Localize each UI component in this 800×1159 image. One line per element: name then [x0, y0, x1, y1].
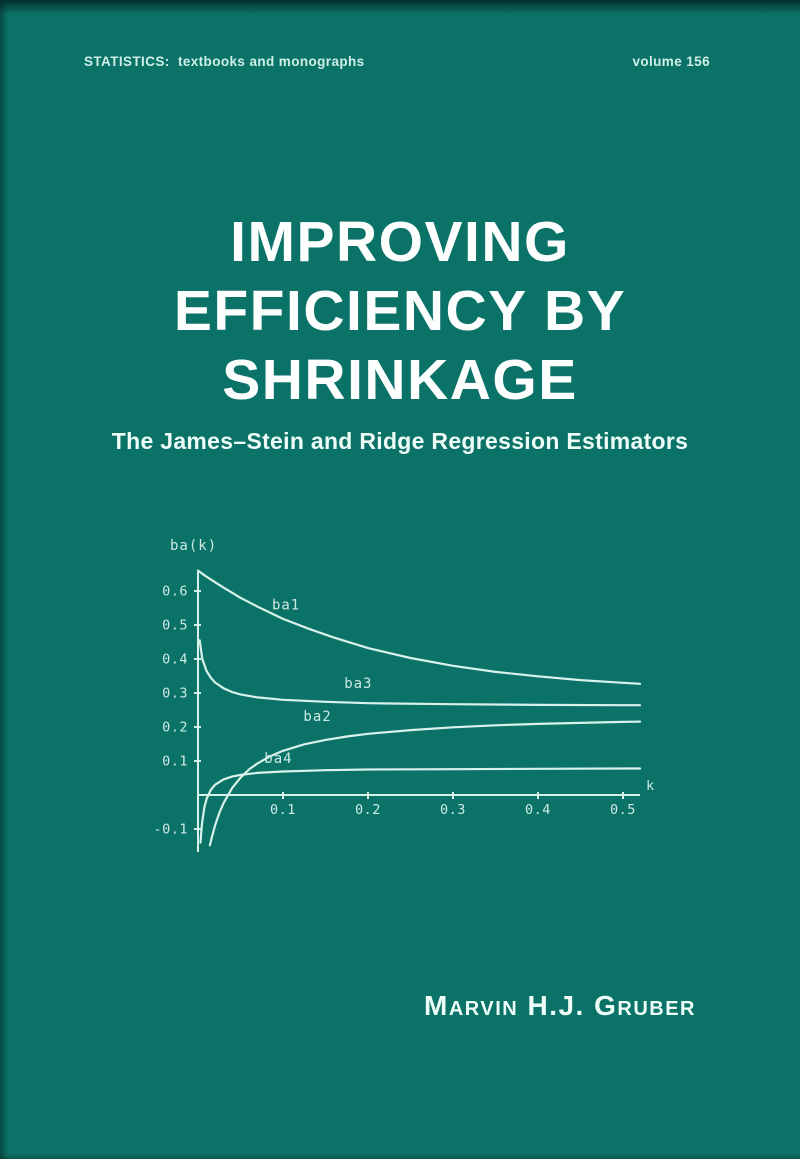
- y-tick-label: 0.1: [162, 754, 188, 770]
- x-tick-label: 0.5: [610, 802, 636, 818]
- curve-label-ba1: ba1: [272, 598, 300, 614]
- x-tick-label: 0.2: [355, 802, 381, 818]
- series-header: STATISTICS: textbooks and monographs vol…: [0, 54, 800, 69]
- y-tick-label: 0.2: [162, 720, 188, 736]
- chart-svg: ba(k) k 0.1 0.2 0.3 0.4 0.5 0.6 0.5 0.4 0.3 0.2 0.1 -…: [153, 538, 655, 852]
- curve-ba2: [208, 720, 642, 847]
- book-title: IMPROVING EFFICIENCY BY SHRINKAGE: [0, 208, 800, 415]
- x-tick-label: 0.1: [270, 802, 296, 818]
- author-name: Marvin H.J. Gruber: [424, 990, 696, 1021]
- book-subtitle: The James–Stein and Ridge Regression Est…: [111, 428, 689, 454]
- x-axis-label: k: [646, 778, 655, 794]
- y-tick-label: 0.6: [162, 584, 188, 600]
- book-title-line-2: EFFICIENCY BY: [173, 279, 627, 343]
- y-tick-label: 0.4: [162, 652, 188, 668]
- book-title-line-1: IMPROVING: [230, 210, 570, 274]
- book-title-line-3: SHRINKAGE: [222, 348, 578, 412]
- curve-ba3: [198, 639, 642, 707]
- curve-label-ba2: ba2: [303, 709, 331, 725]
- cover-bottom-edge-shadow: [0, 1153, 800, 1159]
- cover-left-edge-shadow: [0, 0, 8, 1159]
- curve-ba1: [196, 569, 642, 685]
- curve-label-ba3: ba3: [344, 676, 372, 692]
- series-name: STATISTICS: textbooks and monographs: [84, 54, 365, 69]
- y-axis-label: ba(k): [170, 538, 217, 554]
- y-tick-label: 0.3: [162, 686, 188, 702]
- x-tick-label: 0.3: [440, 802, 466, 818]
- cover-top-edge-shadow: [0, 0, 800, 14]
- bias-curves-chart: ba(k) k 0.1 0.2 0.3 0.4 0.5 0.6 0.5 0.4 0.3 0.2 0.1 -…: [140, 524, 700, 868]
- curve-label-ba4: ba4: [264, 751, 292, 767]
- series-volume: volume 156: [632, 54, 710, 69]
- y-tick-label: 0.5: [162, 618, 188, 634]
- x-tick-label: 0.4: [525, 802, 551, 818]
- curve-ba4: [199, 767, 642, 844]
- y-tick-label: -0.1: [153, 822, 188, 838]
